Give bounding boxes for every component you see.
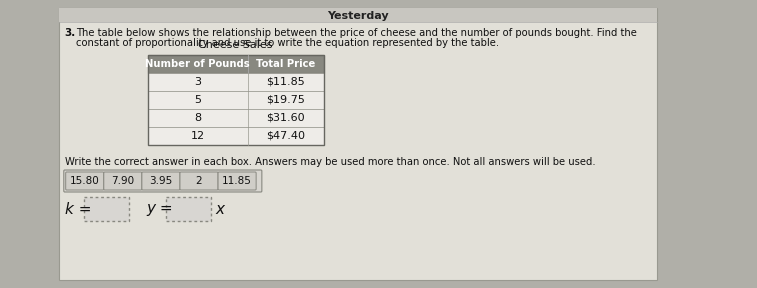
Text: 2: 2 [196, 176, 202, 186]
Text: constant of proportionality and use it to write the equation represented by the : constant of proportionality and use it t… [76, 38, 500, 48]
Text: Total Price: Total Price [256, 59, 315, 69]
FancyBboxPatch shape [218, 172, 256, 190]
Text: $19.75: $19.75 [266, 95, 305, 105]
FancyBboxPatch shape [142, 172, 180, 190]
Text: 5: 5 [194, 95, 201, 105]
Bar [59, 8, 657, 22]
Bar [166, 197, 211, 221]
Text: 3.95: 3.95 [149, 176, 173, 186]
Text: y =: y = [147, 202, 173, 217]
FancyBboxPatch shape [180, 172, 218, 190]
Text: $31.60: $31.60 [266, 113, 305, 123]
Text: 15.80: 15.80 [70, 176, 100, 186]
Text: Number of Pounds: Number of Pounds [145, 59, 250, 69]
Text: Cheese Sales: Cheese Sales [198, 40, 273, 50]
Text: 3: 3 [194, 77, 201, 87]
Bar [148, 73, 324, 91]
Bar [148, 109, 324, 127]
FancyBboxPatch shape [66, 172, 104, 190]
Text: The table below shows the relationship between the price of cheese and the numbe: The table below shows the relationship b… [76, 28, 637, 38]
Text: Write the correct answer in each box. Answers may be used more than once. Not al: Write the correct answer in each box. An… [65, 157, 595, 167]
FancyBboxPatch shape [64, 170, 262, 192]
Bar [148, 55, 324, 145]
Text: Yesterday: Yesterday [327, 11, 389, 21]
Bar [148, 127, 324, 145]
Text: $47.40: $47.40 [266, 131, 305, 141]
Bar [148, 91, 324, 109]
Text: 12: 12 [191, 131, 204, 141]
Text: 3.: 3. [65, 28, 76, 38]
Text: 8: 8 [194, 113, 201, 123]
Bar [148, 55, 324, 73]
Bar [59, 8, 657, 280]
Text: k =: k = [65, 202, 92, 217]
Bar [84, 197, 129, 221]
Text: $11.85: $11.85 [266, 77, 305, 87]
FancyBboxPatch shape [104, 172, 142, 190]
Text: 11.85: 11.85 [222, 176, 252, 186]
Text: x: x [215, 202, 224, 217]
Text: 7.90: 7.90 [111, 176, 135, 186]
